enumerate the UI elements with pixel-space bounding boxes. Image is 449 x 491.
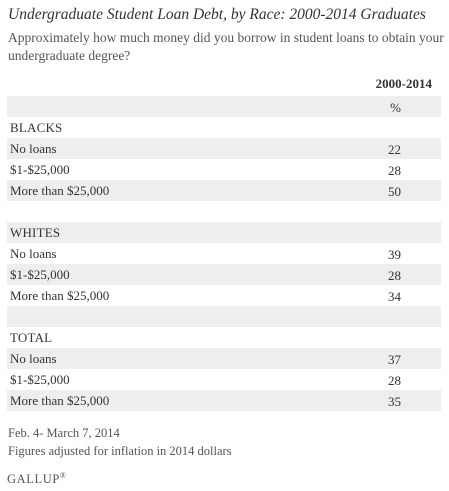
results-table: % BLACKS No loans 22 $1-$25,000 28 More …: [7, 96, 441, 411]
row-value: 37: [388, 352, 401, 367]
table-title: Undergraduate Student Loan Debt, by Race…: [8, 6, 426, 23]
table-row: $1-$25,000 28: [7, 264, 441, 285]
unit-row: %: [7, 96, 441, 117]
row-label: $1-$25,000: [10, 372, 70, 387]
footnote-date: Feb. 4- March 7, 2014: [8, 426, 120, 440]
row-label: No loans: [10, 246, 57, 261]
row-label: No loans: [10, 141, 57, 156]
row-label: $1-$25,000: [10, 162, 70, 177]
section-header-whites: WHITES: [7, 222, 441, 243]
registered-mark: ®: [59, 471, 67, 480]
section-header-total: TOTAL: [7, 327, 441, 348]
section-header-blacks: BLACKS: [7, 117, 441, 138]
table-row: No loans 39: [7, 243, 441, 264]
table-row: $1-$25,000 28: [7, 369, 441, 390]
row-label: No loans: [10, 351, 57, 366]
row-label: More than $25,000: [10, 183, 110, 198]
unit-label: %: [390, 100, 401, 115]
spacer-row: [7, 306, 441, 327]
table-row: More than $25,000 34: [7, 285, 441, 306]
row-label: More than $25,000: [10, 393, 110, 408]
section-label: WHITES: [10, 225, 61, 240]
table-row: No loans 22: [7, 138, 441, 159]
row-value: 39: [388, 247, 401, 262]
survey-question: Approximately how much money did you bor…: [8, 30, 444, 63]
table-row: More than $25,000 35: [7, 390, 441, 411]
row-value: 34: [388, 289, 401, 304]
section-label: BLACKS: [10, 120, 63, 135]
section-label: TOTAL: [10, 330, 53, 345]
table-row: More than $25,000 50: [7, 180, 441, 201]
footnote-inflation: Figures adjusted for inflation in 2014 d…: [8, 444, 232, 458]
row-label: $1-$25,000: [10, 267, 70, 282]
spacer-row: [7, 201, 441, 222]
column-header: 2000-2014: [375, 76, 432, 91]
row-value: 35: [388, 394, 401, 409]
row-value: 50: [388, 184, 401, 199]
row-value: 28: [388, 268, 401, 283]
table-row: $1-$25,000 28: [7, 159, 441, 180]
row-value: 22: [388, 142, 401, 157]
gallup-logo: GALLUP®: [7, 471, 67, 487]
row-value: 28: [388, 163, 401, 178]
logo-text: GALLUP: [7, 472, 60, 487]
table-row: No loans 37: [7, 348, 441, 369]
row-label: More than $25,000: [10, 288, 110, 303]
row-value: 28: [388, 373, 401, 388]
